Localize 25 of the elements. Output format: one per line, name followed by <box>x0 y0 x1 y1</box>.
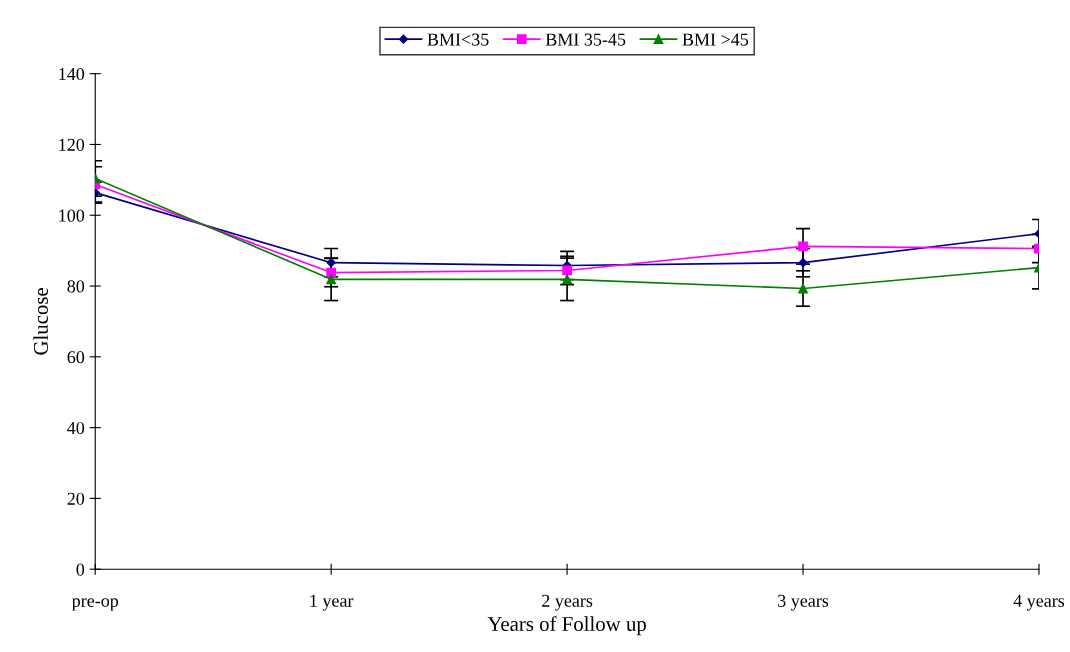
point <box>562 265 572 276</box>
x-tick-label: pre-op <box>71 598 119 611</box>
y-tick-label: 120 <box>59 138 85 151</box>
x-axis-title: Years of Follow up <box>487 616 646 636</box>
y-tick-label: 40 <box>67 421 85 435</box>
y-tick-label: 60 <box>67 351 85 364</box>
y-tick-label: 80 <box>67 280 85 293</box>
point <box>326 258 336 268</box>
y-tick-label: 100 <box>59 209 85 222</box>
x-tick-label: 1 year <box>310 594 354 611</box>
legend-label: BMI >45 <box>682 33 749 46</box>
y-tick-label: 0 <box>76 563 85 576</box>
y-tick-label: 20 <box>67 492 85 505</box>
point <box>798 258 808 268</box>
legend-label: BMI<35 <box>427 33 489 46</box>
legend-label: BMI 35-45 <box>545 33 626 46</box>
point <box>798 241 808 252</box>
point <box>562 274 572 285</box>
y-axis-title: Glucose <box>33 288 48 355</box>
point <box>326 274 337 285</box>
x-tick-label: 3 years <box>778 594 829 611</box>
x-tick-label: 2 years <box>542 594 593 611</box>
point <box>798 283 808 294</box>
x-tick-label: 4 years <box>1013 594 1065 611</box>
y-tick-label: 140 <box>59 67 85 81</box>
